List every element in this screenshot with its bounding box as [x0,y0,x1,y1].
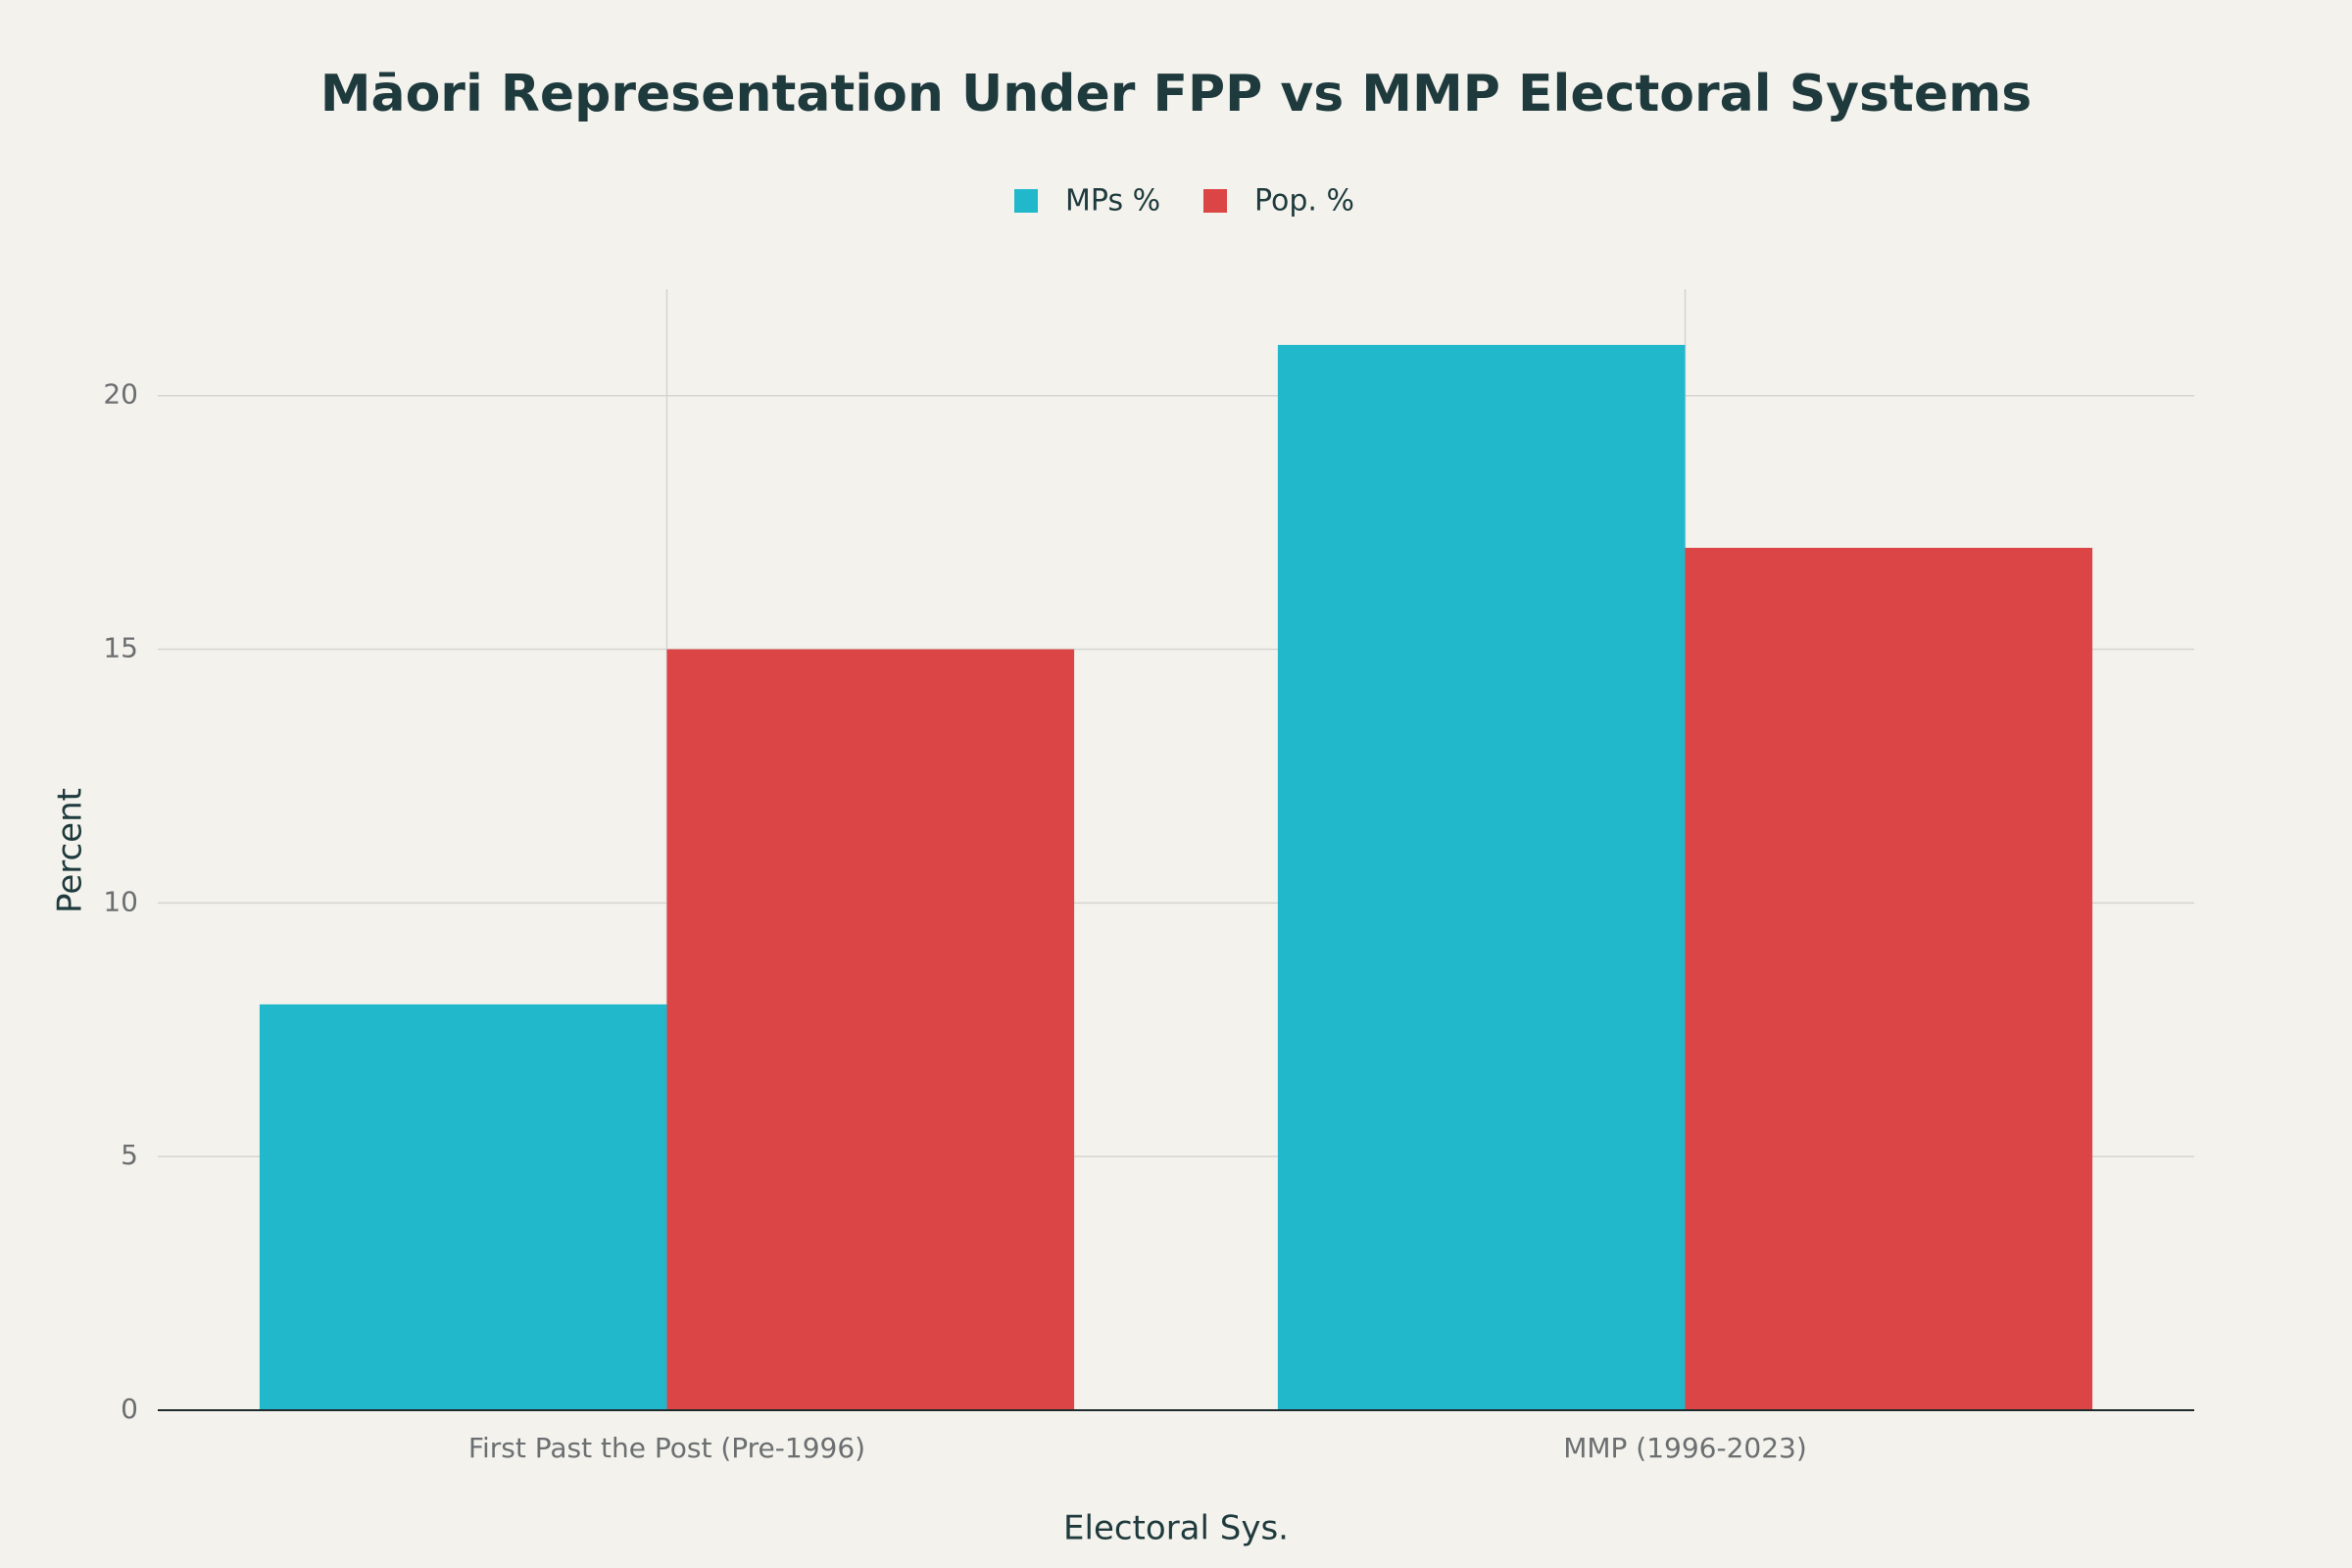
y-axis-title: Percent [51,788,90,913]
legend-swatch [1203,189,1227,213]
bar [1277,344,1686,1410]
y-tick-label: 5 [121,1139,138,1171]
x-tick-label: First Past the Post (Pre-1996) [468,1432,865,1464]
legend-label: Pop. % [1254,184,1354,219]
legend-label: MPs % [1065,184,1160,219]
y-tick-label: 0 [121,1393,138,1425]
bar [1685,548,2093,1410]
bar [666,649,1075,1410]
legend-swatch [1014,189,1038,213]
y-tick-label: 20 [103,378,138,411]
y-tick-label: 10 [103,885,138,917]
x-axis-title: Electoral Sys. [1063,1509,1289,1548]
bar [259,1004,667,1410]
x-tick-label: MMP (1996-2023) [1563,1432,1807,1464]
chart-title: Māori Representation Under FPP vs MMP El… [320,65,2033,123]
y-tick-label: 15 [103,632,138,664]
